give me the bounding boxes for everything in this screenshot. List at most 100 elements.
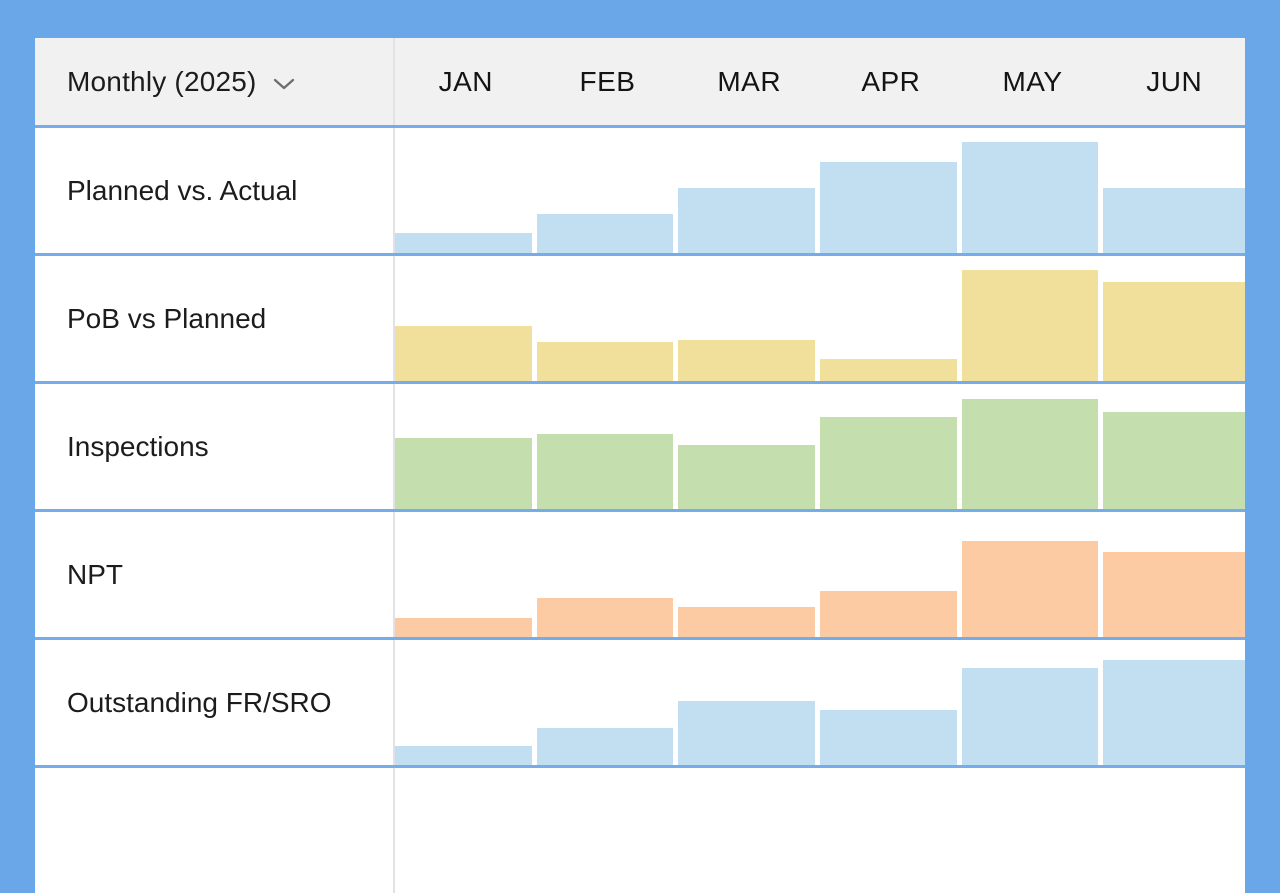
chart-cell-apr (820, 640, 962, 765)
bar-feb (536, 434, 674, 509)
bar-feb (536, 342, 674, 381)
chart-cell-may (961, 512, 1104, 637)
month-header-jan: JAN (438, 65, 494, 97)
bar-mar (678, 339, 816, 381)
chart-cell-apr (820, 512, 962, 637)
bar-may (961, 269, 1099, 381)
row-chart (395, 640, 1246, 765)
bar-apr (820, 710, 957, 765)
chart-cell-mar (678, 512, 820, 637)
chart-cell-feb (536, 640, 679, 765)
row-label: Outstanding FR/SRO (35, 640, 395, 765)
row-chart (395, 128, 1246, 253)
chart-cell-jun (1103, 768, 1245, 893)
chart-cell-jan (395, 128, 537, 253)
chart-cell-apr (820, 256, 962, 381)
row-label-text: Inspections (67, 430, 209, 462)
table-row: Inspections (35, 381, 1246, 509)
chart-cell-jun (1103, 384, 1246, 509)
chart-cell-mar (678, 384, 820, 509)
row-chart (395, 384, 1246, 509)
table-row: PoB vs Planned (35, 253, 1246, 381)
chart-cell-jan (395, 512, 537, 637)
bar-jun (1103, 552, 1246, 637)
month-header-jun: JUN (1146, 65, 1203, 97)
row-chart (395, 768, 1245, 893)
row-label-text: PoB vs Planned (67, 302, 267, 334)
bar-jan (395, 618, 532, 637)
metrics-table: Monthly (2025) JAN FEB MAR APR MAY JUN Planne… (35, 38, 1246, 893)
chart-cell-jun (1103, 512, 1246, 637)
chart-cell-feb (536, 384, 679, 509)
table-body: Planned vs. Actual PoB vs Planned Inspecti… (35, 125, 1246, 893)
table-row: Outstanding FR/SRO (35, 637, 1246, 765)
chart-cell-jun (1103, 256, 1246, 381)
month-header-may: MAY (1002, 65, 1063, 97)
bar-may (961, 667, 1099, 765)
chart-cell-jun (1103, 640, 1246, 765)
bar-mar (678, 445, 816, 509)
chart-cell-feb (537, 768, 679, 893)
chart-cell-jan (395, 640, 537, 765)
bar-jun (1103, 660, 1246, 765)
bar-jan (395, 326, 532, 381)
bar-may (961, 141, 1099, 253)
table-header: Monthly (2025) JAN FEB MAR APR MAY JUN (35, 38, 1245, 125)
bar-feb (536, 598, 674, 637)
chart-cell-feb (536, 128, 679, 253)
chart-cell-jan (395, 768, 537, 893)
chart-cell-jun (1103, 128, 1246, 253)
chart-cell-mar (678, 128, 820, 253)
month-header-row: JAN FEB MAR APR MAY JUN (395, 38, 1245, 125)
table-row: Planned vs. Actual (35, 125, 1246, 253)
period-selector-label: Monthly (2025) (67, 65, 257, 97)
bar-mar (678, 188, 816, 253)
row-label: NPT (35, 512, 395, 637)
bar-jan (395, 746, 532, 765)
row-label: Planned vs. Actual (35, 128, 395, 253)
period-selector[interactable]: Monthly (2025) (35, 38, 395, 125)
chart-cell-jan (395, 384, 537, 509)
chart-cell-may (962, 768, 1104, 893)
dashboard-background: { "panel": { "period_selector": { "label… (35, 38, 1246, 893)
month-header-apr: APR (861, 65, 921, 97)
row-label: PoB vs Planned (35, 256, 395, 381)
month-header-mar: MAR (717, 65, 782, 97)
bar-apr (820, 358, 957, 381)
chart-cell-jan (395, 256, 537, 381)
bar-apr (820, 416, 957, 509)
bar-jun (1103, 188, 1246, 253)
chevron-down-icon (273, 72, 295, 91)
row-label-text: NPT (67, 558, 123, 590)
bar-mar (678, 607, 816, 637)
chart-cell-feb (536, 512, 679, 637)
chart-cell-may (961, 128, 1104, 253)
chart-cell-apr (820, 768, 962, 893)
table-row: NPT (35, 509, 1246, 637)
row-chart (395, 256, 1246, 381)
chart-cell-mar (678, 256, 820, 381)
row-label (35, 768, 395, 893)
bar-may (961, 399, 1099, 509)
chart-cell-may (961, 256, 1104, 381)
chart-cell-mar (678, 640, 820, 765)
bar-feb (536, 214, 674, 253)
table-row (35, 765, 1245, 893)
row-label-text: Planned vs. Actual (67, 174, 298, 206)
chart-cell-may (961, 640, 1104, 765)
chart-cell-feb (536, 256, 679, 381)
row-chart (395, 512, 1246, 637)
bar-jun (1103, 282, 1246, 381)
month-header-feb: FEB (579, 65, 636, 97)
bar-may (961, 540, 1099, 637)
bar-jun (1103, 411, 1246, 509)
chart-cell-apr (820, 128, 962, 253)
bar-feb (536, 727, 674, 765)
bar-jan (395, 233, 532, 253)
bar-mar (678, 701, 816, 765)
chart-cell-apr (820, 384, 962, 509)
chart-cell-may (961, 384, 1104, 509)
row-label-text: Outstanding FR/SRO (67, 686, 332, 718)
bar-jan (395, 437, 532, 509)
row-label: Inspections (35, 384, 395, 509)
